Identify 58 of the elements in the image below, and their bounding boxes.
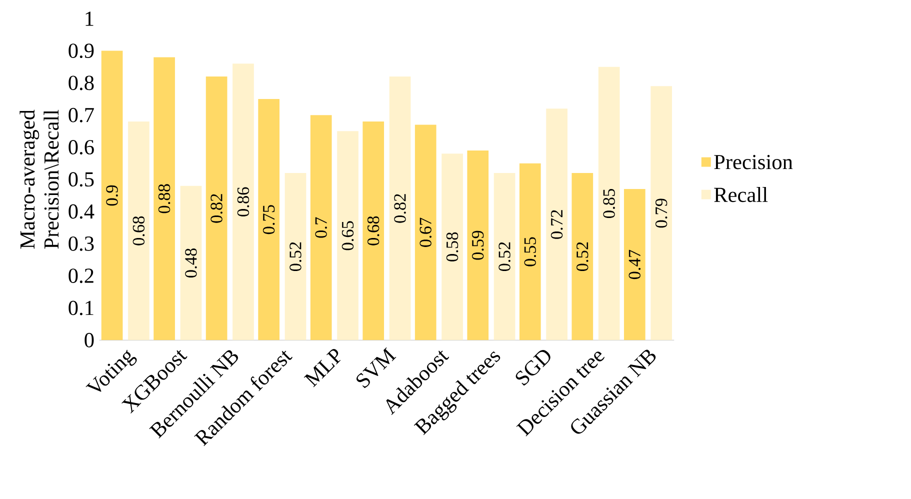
bar [206,76,228,340]
data-label: 0.75 [262,205,275,234]
y-tick-label: 0.2 [68,268,94,284]
bar [258,99,280,340]
y-tick-label: 0.5 [68,172,94,187]
data-label: 0.72 [550,210,563,239]
bar [624,189,646,340]
legend-label: Precision [714,155,793,170]
bar [180,186,202,340]
bar [284,173,306,340]
data-label: 0.86 [237,187,250,216]
y-tick-label: 0.4 [68,204,94,219]
y-tick-label: 0.7 [68,108,94,122]
bar [154,57,175,340]
data-label: 0.68 [367,216,380,246]
data-label: 0.82 [394,194,406,223]
data-label: 0.65 [342,221,354,250]
data-label: 0.48 [185,248,197,278]
data-label: 0.59 [472,230,484,260]
y-tick-label: 0.8 [68,76,94,90]
bar [467,150,489,340]
data-label: 0.88 [158,184,170,214]
data-label: 0.55 [524,237,536,266]
y-tick-label: 0.9 [68,44,94,58]
data-label: 0.52 [290,242,302,272]
y-tick-label: 0.6 [68,140,94,155]
bar [442,154,463,340]
bar [310,115,332,340]
bar [546,108,568,340]
y-tick-label: 1 [86,12,94,26]
y-tick-label: 0.1 [68,300,94,316]
y-tick-label: 0.3 [68,236,94,251]
bar [101,50,123,340]
data-label: 0.58 [446,232,458,262]
bar [128,122,150,340]
bar [414,124,436,340]
data-label: 0.47 [628,250,641,280]
bar [494,173,516,340]
bar [337,131,358,340]
y-axis-title: Macro-averaged Precision\Recall [20,110,59,249]
data-label: 0.85 [603,189,615,218]
data-label: 0.82 [210,194,222,223]
bar [362,122,384,340]
bar [519,163,541,340]
y-tick-label: 0 [84,333,94,348]
bar [389,76,411,340]
data-label: 0.9 [106,185,118,206]
bar [598,66,620,340]
legend-label: Recall [714,187,768,202]
data-label: 0.68 [132,216,145,246]
data-label: 0.67 [420,218,432,248]
data-label: 0.7 [315,217,327,238]
bar [650,86,672,340]
bar [232,64,254,340]
bar [572,173,594,340]
data-label: 0.52 [576,242,588,272]
data-label: 0.52 [498,242,510,272]
data-label: 0.79 [655,198,668,228]
